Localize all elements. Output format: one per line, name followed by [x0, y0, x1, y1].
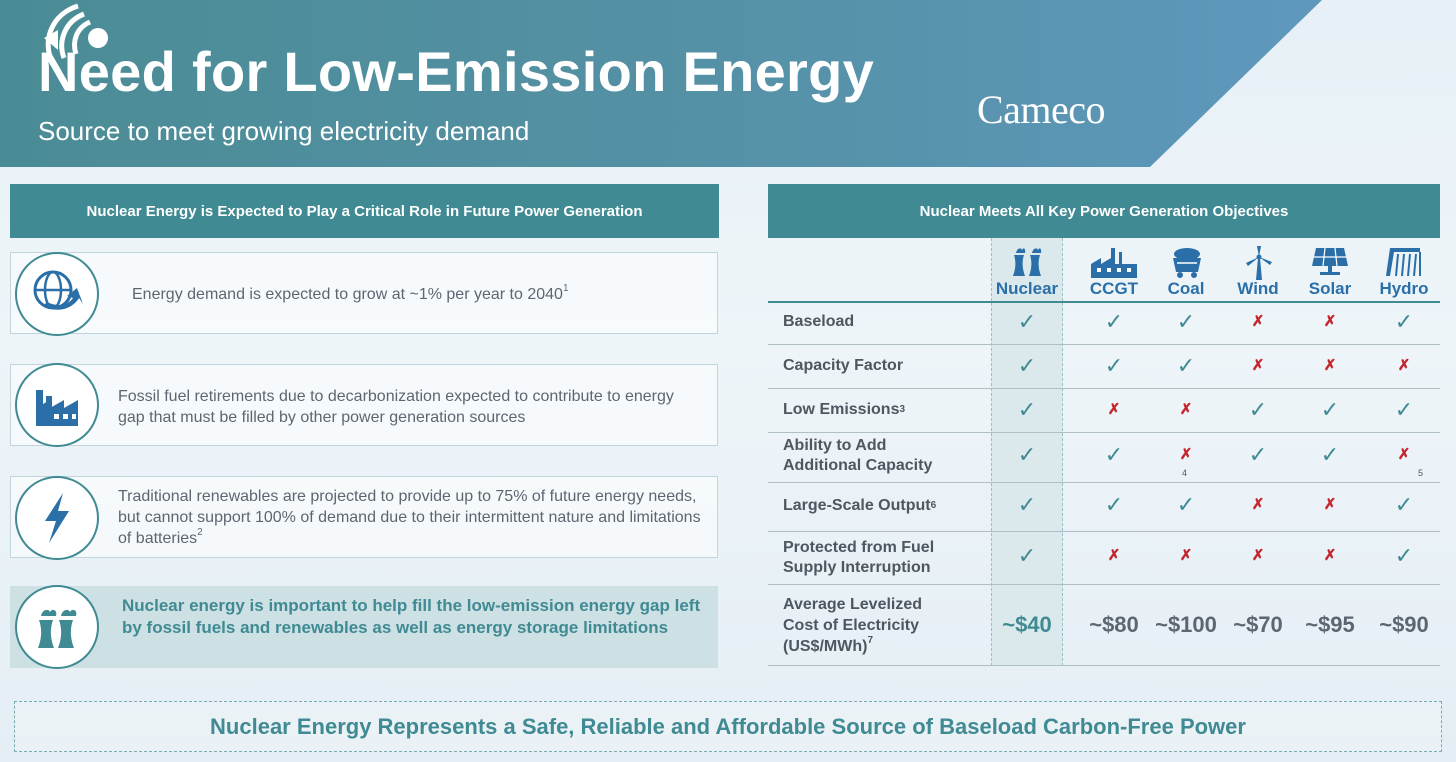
coal-cart-icon [1173, 248, 1201, 278]
col-header-coal: Coal [1148, 246, 1224, 300]
check-icon-hydro: ✓ [1394, 309, 1414, 334]
footer-banner: Nuclear Energy Represents a Safe, Reliab… [14, 701, 1442, 752]
check-icon-hydro: ✓ [1394, 492, 1414, 517]
check-icon-hydro: ✓ [1394, 397, 1414, 422]
row-label-capacity-factor: Capacity Factor [783, 357, 904, 374]
cost-solar: ~$95 [1305, 612, 1355, 637]
row-label-protected: Protected from Fuel Supply Interruption [783, 539, 935, 576]
cross-icon-wind: ✗ [1251, 357, 1265, 374]
cooling-tower-icon [15, 585, 99, 669]
table-bottom-rule [768, 665, 1440, 666]
lightning-bolt-icon [15, 476, 99, 560]
check-icon-ccgt: ✓ [1104, 492, 1124, 517]
cell-footnote: 4 [1182, 468, 1188, 478]
check-icon-coal: ✓ [1176, 353, 1196, 378]
cross-icon-coal: ✗ [1179, 547, 1193, 564]
check-icon-wind: ✓ [1248, 442, 1268, 467]
row-label-baseload: Baseload [783, 313, 855, 330]
cost-coal: ~$100 [1155, 612, 1217, 637]
cross-icon-wind: ✗ [1251, 496, 1265, 513]
cell-footnote: 5 [1418, 468, 1424, 478]
cameco-logo-icon [44, 3, 108, 64]
check-icon-coal: ✓ [1176, 309, 1196, 334]
col-header-wind: Wind [1220, 246, 1296, 300]
row-label-large-scale-output: Large-Scale Output 6 [783, 497, 937, 514]
check-icon-coal: ✓ [1176, 492, 1196, 517]
card-text: Traditional renewables are projected to … [118, 488, 701, 547]
check-icon-nuclear: ✓ [1017, 309, 1037, 334]
row-divider [768, 344, 1440, 345]
cost-hydro: ~$90 [1379, 612, 1429, 637]
row-label-low-emissions: Low Emissions 3 [783, 401, 906, 418]
cost-ccgt: ~$80 [1089, 612, 1139, 637]
left-panel-heading: Nuclear Energy is Expected to Play a Cri… [10, 184, 719, 238]
info-card-renewables: Traditional renewables are projected to … [10, 476, 718, 558]
wind-turbine-icon [1246, 246, 1272, 280]
col-header-ccgt: CCGT [1076, 246, 1152, 300]
header-banner: Need for Low-Emission Energy Source to m… [0, 0, 1456, 167]
solar-panel-icon [1312, 247, 1348, 275]
gas-plant-icon [1091, 248, 1137, 278]
cross-icon-ccgt: ✗ [1107, 401, 1121, 418]
row-divider [768, 584, 1440, 585]
page-title: Need for Low-Emission Energy [38, 40, 875, 103]
factory-icon [15, 363, 99, 447]
info-card-fossil: Fossil fuel retirements due to decarboni… [10, 364, 718, 446]
cooling-tower-icon [1013, 248, 1042, 276]
row-divider [768, 482, 1440, 483]
cross-icon-solar: ✗ [1323, 313, 1337, 330]
cross-icon-wind: ✗ [1251, 547, 1265, 564]
page-subtitle: Source to meet growing electricity deman… [38, 116, 530, 146]
cross-icon-wind: ✗ [1251, 313, 1265, 330]
check-icon-nuclear: ✓ [1017, 353, 1037, 378]
check-icon-hydro: ✓ [1394, 543, 1414, 568]
check-icon-solar: ✓ [1320, 442, 1340, 467]
cross-icon-coal: ✗ [1179, 401, 1193, 418]
banner-background [0, 0, 1322, 167]
cross-icon-solar: ✗ [1323, 547, 1337, 564]
check-icon-ccgt: ✓ [1104, 353, 1124, 378]
cross-icon-coal: ✗ [1179, 446, 1193, 463]
row-divider [768, 388, 1440, 389]
dam-icon [1386, 248, 1421, 277]
row-divider [768, 531, 1440, 532]
check-icon-wind: ✓ [1248, 397, 1268, 422]
check-icon-nuclear: ✓ [1017, 492, 1037, 517]
info-card-nuclear: Nuclear energy is important to help fill… [10, 586, 718, 668]
check-icon-nuclear: ✓ [1017, 442, 1037, 467]
card-text: Fossil fuel retirements due to decarboni… [118, 388, 674, 426]
row-divider [768, 432, 1440, 433]
col-header-nuclear: Nuclear [989, 246, 1065, 300]
cross-icon-hydro: ✗ [1397, 446, 1411, 463]
globe-arrow-icon [15, 252, 99, 336]
check-icon-solar: ✓ [1320, 397, 1340, 422]
cost-wind: ~$70 [1233, 612, 1283, 637]
row-label-ability-to-add: Ability to Add Additional Capacity [783, 437, 933, 474]
row-label-cost: Average Levelized Cost of Electricity (U… [783, 596, 923, 655]
cost-nuclear: ~$40 [1002, 612, 1052, 637]
table-header-rule [768, 301, 1440, 303]
card-text: Nuclear energy is important to help fill… [122, 596, 701, 637]
card-text: Energy demand is expected to grow at ~1%… [132, 283, 569, 304]
right-panel-heading: Nuclear Meets All Key Power Generation O… [768, 184, 1440, 238]
cross-icon-ccgt: ✗ [1107, 547, 1121, 564]
cross-icon-solar: ✗ [1323, 357, 1337, 374]
check-icon-ccgt: ✓ [1104, 442, 1124, 467]
cross-icon-solar: ✗ [1323, 496, 1337, 513]
check-icon-nuclear: ✓ [1017, 397, 1037, 422]
nuclear-column-highlight [991, 238, 1063, 666]
col-header-solar: Solar [1292, 246, 1368, 300]
cross-icon-hydro: ✗ [1397, 357, 1411, 374]
cameco-logo-text: Cameco [977, 87, 1106, 132]
check-icon-nuclear: ✓ [1017, 543, 1037, 568]
info-card-demand: Energy demand is expected to grow at ~1%… [10, 252, 718, 334]
col-header-hydro: Hydro [1366, 246, 1442, 300]
check-icon-ccgt: ✓ [1104, 309, 1124, 334]
